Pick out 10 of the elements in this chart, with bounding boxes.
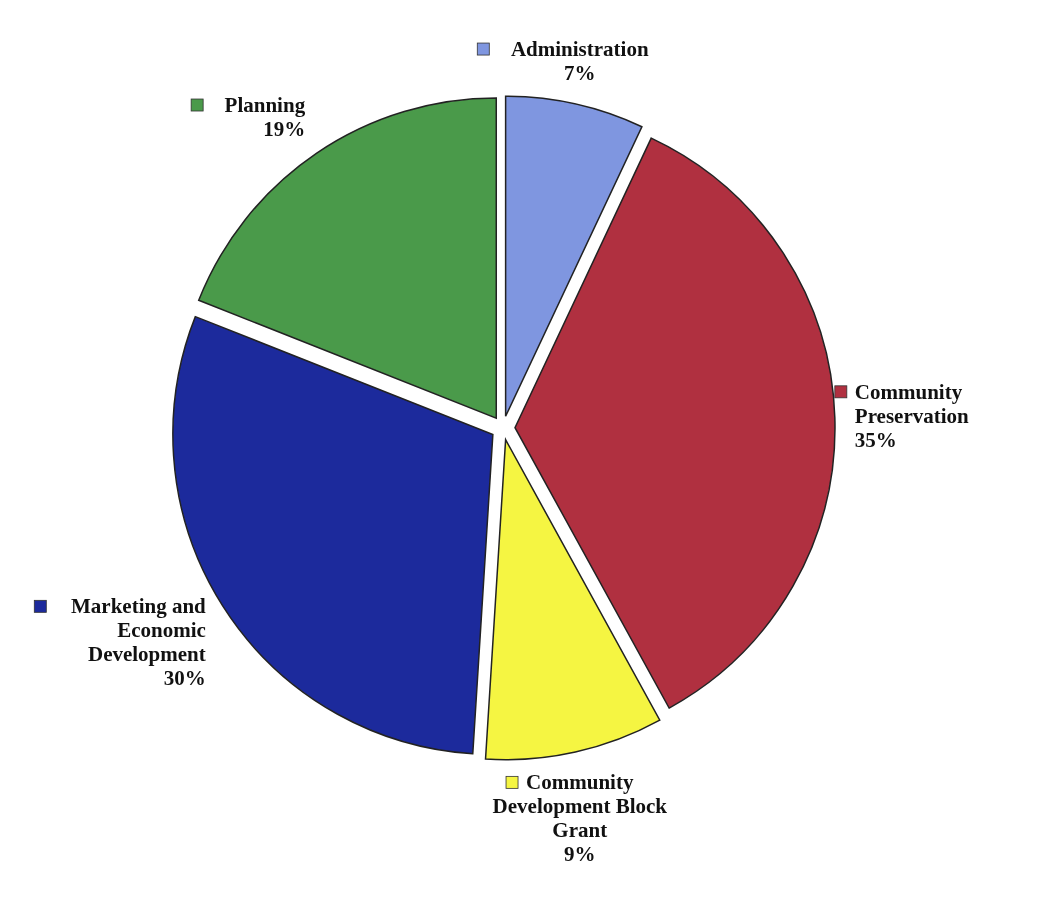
legend-label: Planning (224, 93, 306, 118)
data-label: 35% (854, 427, 897, 452)
legend-label: Administration (510, 37, 649, 62)
legend-label: Community Preservation (854, 379, 970, 428)
data-label: 19% (263, 117, 306, 142)
legend-label: Marketing and Economic Development (71, 594, 207, 667)
data-label: 30% (163, 666, 206, 691)
legend-label: Community Development Block Grant (492, 770, 668, 843)
data-label: 9% (564, 842, 596, 867)
data-label: 7% (564, 61, 596, 86)
